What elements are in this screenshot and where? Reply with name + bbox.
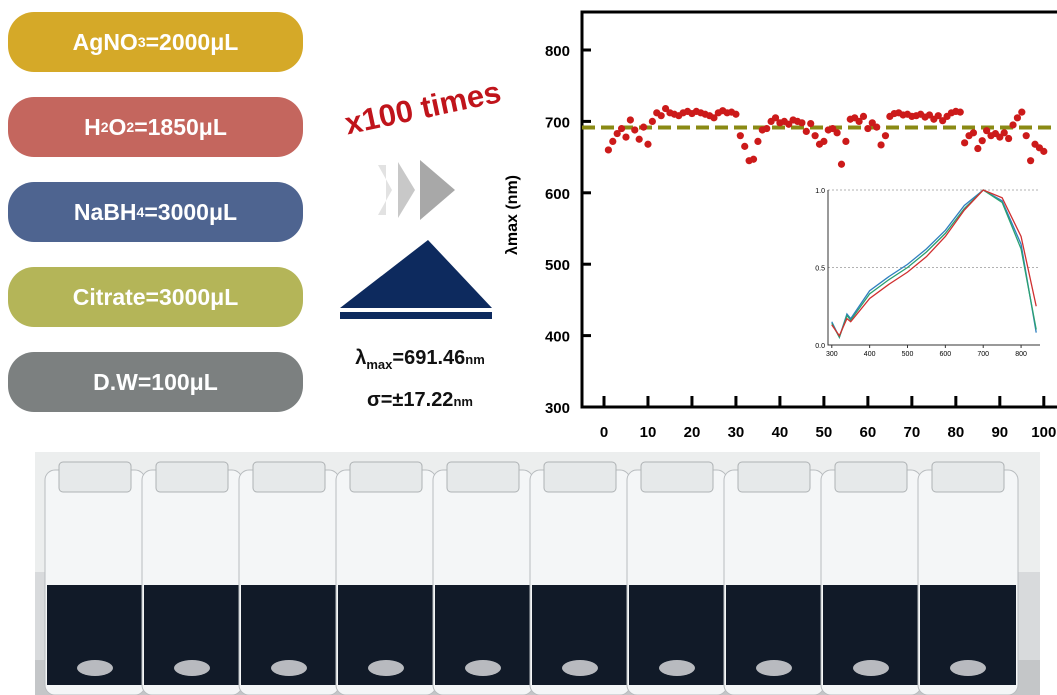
reflection bbox=[368, 660, 404, 676]
data-point bbox=[979, 137, 986, 144]
y-axis-label: λmax (nm) bbox=[504, 175, 521, 255]
data-point bbox=[622, 134, 629, 141]
chevron bbox=[420, 160, 455, 220]
data-point bbox=[737, 132, 744, 139]
x-tick-label: 30 bbox=[728, 424, 745, 441]
vial-neck bbox=[641, 462, 713, 492]
vial-neck bbox=[835, 462, 907, 492]
data-point bbox=[1023, 132, 1030, 139]
data-point bbox=[1018, 109, 1025, 116]
vial-neck bbox=[350, 462, 422, 492]
reflection bbox=[77, 660, 113, 676]
vial-neck bbox=[253, 462, 325, 492]
y-tick-label: 500 bbox=[545, 257, 570, 274]
data-point bbox=[838, 161, 845, 168]
x-tick-label: 10 bbox=[640, 424, 657, 441]
data-point bbox=[970, 129, 977, 136]
inset-x-tick-label: 400 bbox=[864, 351, 876, 358]
vial-neck bbox=[932, 462, 1004, 492]
data-point bbox=[873, 124, 880, 131]
data-point bbox=[807, 120, 814, 127]
reflection bbox=[174, 660, 210, 676]
data-point bbox=[627, 116, 634, 123]
vial-neck bbox=[447, 462, 519, 492]
y-tick-label: 400 bbox=[545, 329, 570, 346]
chevron bbox=[378, 165, 392, 215]
data-point bbox=[957, 109, 964, 116]
inset-x-tick-label: 600 bbox=[940, 351, 952, 358]
data-point bbox=[644, 141, 651, 148]
data-point bbox=[798, 119, 805, 126]
x-tick-label: 70 bbox=[904, 424, 921, 441]
reflection bbox=[271, 660, 307, 676]
data-point bbox=[631, 126, 638, 133]
data-point bbox=[763, 125, 770, 132]
triangle bbox=[340, 240, 492, 308]
reflection bbox=[562, 660, 598, 676]
data-point bbox=[812, 132, 819, 139]
data-point bbox=[860, 113, 867, 120]
data-point bbox=[618, 125, 625, 132]
x-tick-label: 100 bbox=[1031, 424, 1056, 441]
chart: x100 times 300 400 500 600 700 800 0 10 20 30 40 50… bbox=[0, 0, 1057, 695]
x-tick-label: 50 bbox=[816, 424, 833, 441]
inset-x-tick-label: 800 bbox=[1015, 351, 1027, 358]
vial-neck bbox=[738, 462, 810, 492]
x-tick-label: 60 bbox=[860, 424, 877, 441]
data-point bbox=[820, 138, 827, 145]
x-tick-label: 40 bbox=[772, 424, 789, 441]
data-point bbox=[882, 132, 889, 139]
data-point bbox=[877, 141, 884, 148]
data-point bbox=[741, 143, 748, 150]
data-point bbox=[1014, 114, 1021, 121]
x-tick-label: 20 bbox=[684, 424, 701, 441]
data-point bbox=[636, 136, 643, 143]
x-tick-label: 80 bbox=[947, 424, 964, 441]
y-tick-label: 700 bbox=[545, 114, 570, 131]
repeat-annotation: x100 times bbox=[342, 74, 504, 141]
reflection bbox=[659, 660, 695, 676]
data-point bbox=[1027, 157, 1034, 164]
inset-y-tick-label: 0.5 bbox=[815, 266, 825, 273]
data-point bbox=[649, 118, 656, 125]
reflection bbox=[950, 660, 986, 676]
y-tick-label: 800 bbox=[545, 43, 570, 60]
vial-neck bbox=[59, 462, 131, 492]
data-point bbox=[605, 146, 612, 153]
data-point bbox=[842, 138, 849, 145]
vial-neck bbox=[156, 462, 228, 492]
reflection bbox=[853, 660, 889, 676]
y-tick-label: 600 bbox=[545, 186, 570, 203]
vial-neck bbox=[544, 462, 616, 492]
data-point bbox=[1040, 148, 1047, 155]
data-point bbox=[609, 138, 616, 145]
data-point bbox=[754, 138, 761, 145]
x-tick-label: 0 bbox=[600, 424, 608, 441]
data-point bbox=[974, 145, 981, 152]
vial-photo bbox=[35, 452, 1040, 695]
data-point bbox=[961, 139, 968, 146]
data-point bbox=[1001, 129, 1008, 136]
inset-x-tick-label: 500 bbox=[902, 351, 914, 358]
data-point bbox=[640, 124, 647, 131]
data-point bbox=[1005, 135, 1012, 142]
x-tick-label: 90 bbox=[991, 424, 1008, 441]
chevron bbox=[398, 162, 415, 218]
data-point bbox=[833, 129, 840, 136]
data-point bbox=[658, 112, 665, 119]
triangle-base bbox=[340, 312, 492, 319]
data-point bbox=[803, 128, 810, 135]
data-point bbox=[864, 125, 871, 132]
figure: AgNO3=2000μLH2O2=1850μLNaBH4=3000μLCitra… bbox=[0, 0, 1057, 695]
reflection bbox=[756, 660, 792, 676]
inset-x-tick-label: 300 bbox=[826, 351, 838, 358]
data-point bbox=[1009, 121, 1016, 128]
y-tick-label: 300 bbox=[545, 400, 570, 417]
inset-y-tick-label: 1.0 bbox=[815, 188, 825, 195]
inset-x-tick-label: 700 bbox=[977, 351, 989, 358]
data-point bbox=[732, 111, 739, 118]
data-point bbox=[750, 156, 757, 163]
reflection bbox=[465, 660, 501, 676]
inset-y-tick-label: 0.0 bbox=[815, 343, 825, 350]
